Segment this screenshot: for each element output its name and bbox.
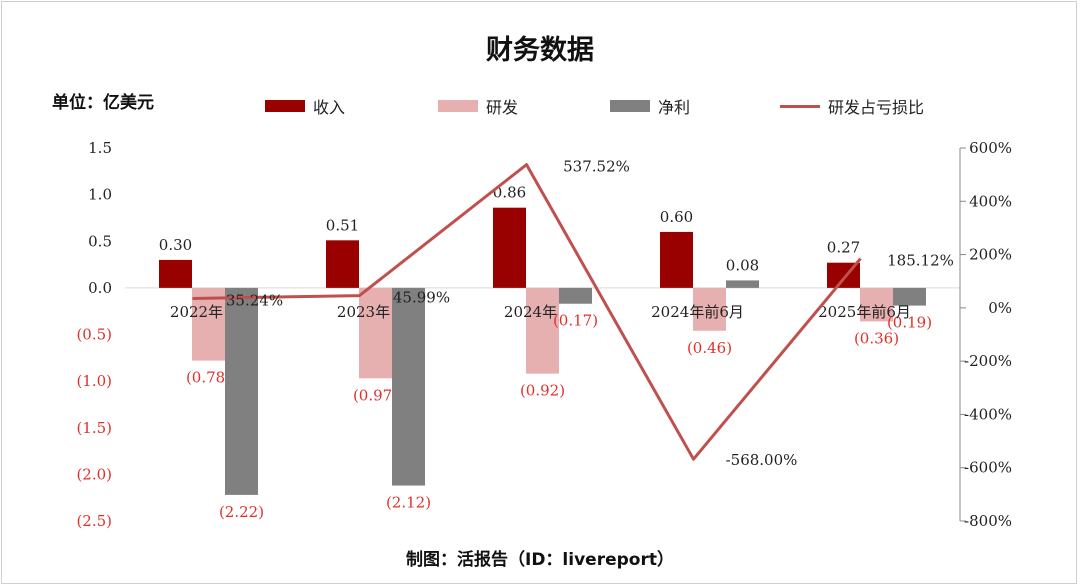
chart-credit: 制图：活报告（ID：livereport）: [406, 550, 674, 570]
data-label-rd-ratio: -568.00%: [726, 451, 798, 469]
data-label-rd-ratio: 185.12%: [887, 252, 954, 270]
data-label-rd-ratio: 537.52%: [563, 158, 630, 176]
legend-label-net-profit: 净利: [658, 98, 691, 117]
data-label-net-profit: (0.17): [553, 312, 598, 330]
y-left-tick-label: (0.5): [76, 326, 112, 344]
legend-line-rd-ratio: [780, 104, 820, 108]
data-label-revenue: 0.86: [493, 184, 526, 202]
data-label-rd: (0.78): [186, 369, 231, 387]
data-label-rd-ratio: 45.99%: [393, 289, 450, 307]
legend-swatch-rd: [438, 100, 478, 112]
data-label-rd: (0.46): [687, 339, 732, 357]
unit-label: 单位：亿美元: [52, 93, 154, 113]
legend-label-rd: 研发: [486, 98, 519, 117]
legend-item-revenue: 收入: [265, 94, 345, 118]
y-left-tick-label: 1.5: [88, 139, 112, 157]
x-category-label: 2024年: [504, 303, 557, 321]
data-label-rd: (0.92): [520, 382, 565, 400]
y-left-tick-label: 1.0: [88, 186, 112, 204]
y-right-tick-label: 400%: [969, 192, 1012, 210]
x-category-label: 2023年: [337, 303, 390, 321]
bar-net-profit: [893, 287, 926, 306]
bar-rd: [192, 287, 225, 361]
chart-title: 财务数据: [486, 35, 594, 66]
data-label-revenue: 0.30: [159, 236, 192, 254]
y-right-tick-label: 600%: [969, 139, 1012, 157]
legend-item-rd: 研发: [438, 94, 518, 118]
bar-rd: [860, 287, 893, 322]
y-right-tick-label: 200%: [969, 246, 1012, 264]
bar-rd: [359, 287, 392, 379]
y-right-tick-label: -600%: [964, 459, 1012, 477]
data-label-net-profit: (2.12): [386, 494, 431, 512]
y-right-tick-label: -800%: [964, 512, 1012, 530]
y-left-tick-label: 0.5: [88, 232, 112, 250]
x-category-label: 2024年前6月: [651, 303, 744, 321]
y-left-tick-label: (2.0): [76, 465, 112, 483]
legend-swatch-net-profit: [610, 100, 650, 112]
x-category-label: 2022年: [170, 303, 223, 321]
legend-label-rd-ratio: 研发占亏损比: [828, 98, 925, 117]
data-label-net-profit: (2.22): [219, 503, 264, 521]
bar-net-profit: [392, 287, 425, 486]
y-left-tick-label: (1.0): [76, 372, 112, 390]
bar-revenue: [660, 231, 693, 288]
bar-net-profit: [559, 287, 592, 304]
line-rd-ratio: [192, 163, 862, 461]
data-label-revenue: 0.60: [660, 208, 693, 226]
data-label-rd: (0.36): [854, 329, 899, 347]
y-right-tick-label: 0%: [988, 299, 1012, 317]
data-label-rd-ratio: 35.24%: [226, 291, 283, 309]
x-category-label: 2025年前6月: [818, 303, 911, 321]
data-label-revenue: 0.27: [827, 239, 860, 257]
data-label-rd: (0.97): [353, 386, 398, 404]
y-right-tick-label: -200%: [964, 352, 1012, 370]
legend-swatch-revenue: [265, 100, 305, 112]
bar-rd: [693, 287, 726, 331]
bar-net-profit: [225, 287, 258, 495]
bar-revenue: [493, 207, 526, 288]
bar-revenue: [159, 259, 192, 288]
y-left-tick-label: 0.0: [88, 279, 112, 297]
data-label-revenue: 0.51: [326, 216, 359, 234]
legend-item-rd-ratio: 研发占亏损比: [780, 94, 924, 118]
legend-label-revenue: 收入: [313, 98, 346, 117]
data-label-net-profit: (0.19): [887, 314, 932, 332]
data-label-net-profit: 0.08: [726, 256, 759, 274]
bar-net-profit: [726, 280, 759, 288]
y-left-tick-label: (1.5): [76, 419, 112, 437]
bar-rd: [526, 287, 559, 374]
y-left-tick-label: (2.5): [76, 512, 112, 530]
legend-item-net-profit: 净利: [610, 94, 690, 118]
y-right-tick-label: -400%: [964, 405, 1012, 423]
bar-revenue: [326, 240, 359, 288]
